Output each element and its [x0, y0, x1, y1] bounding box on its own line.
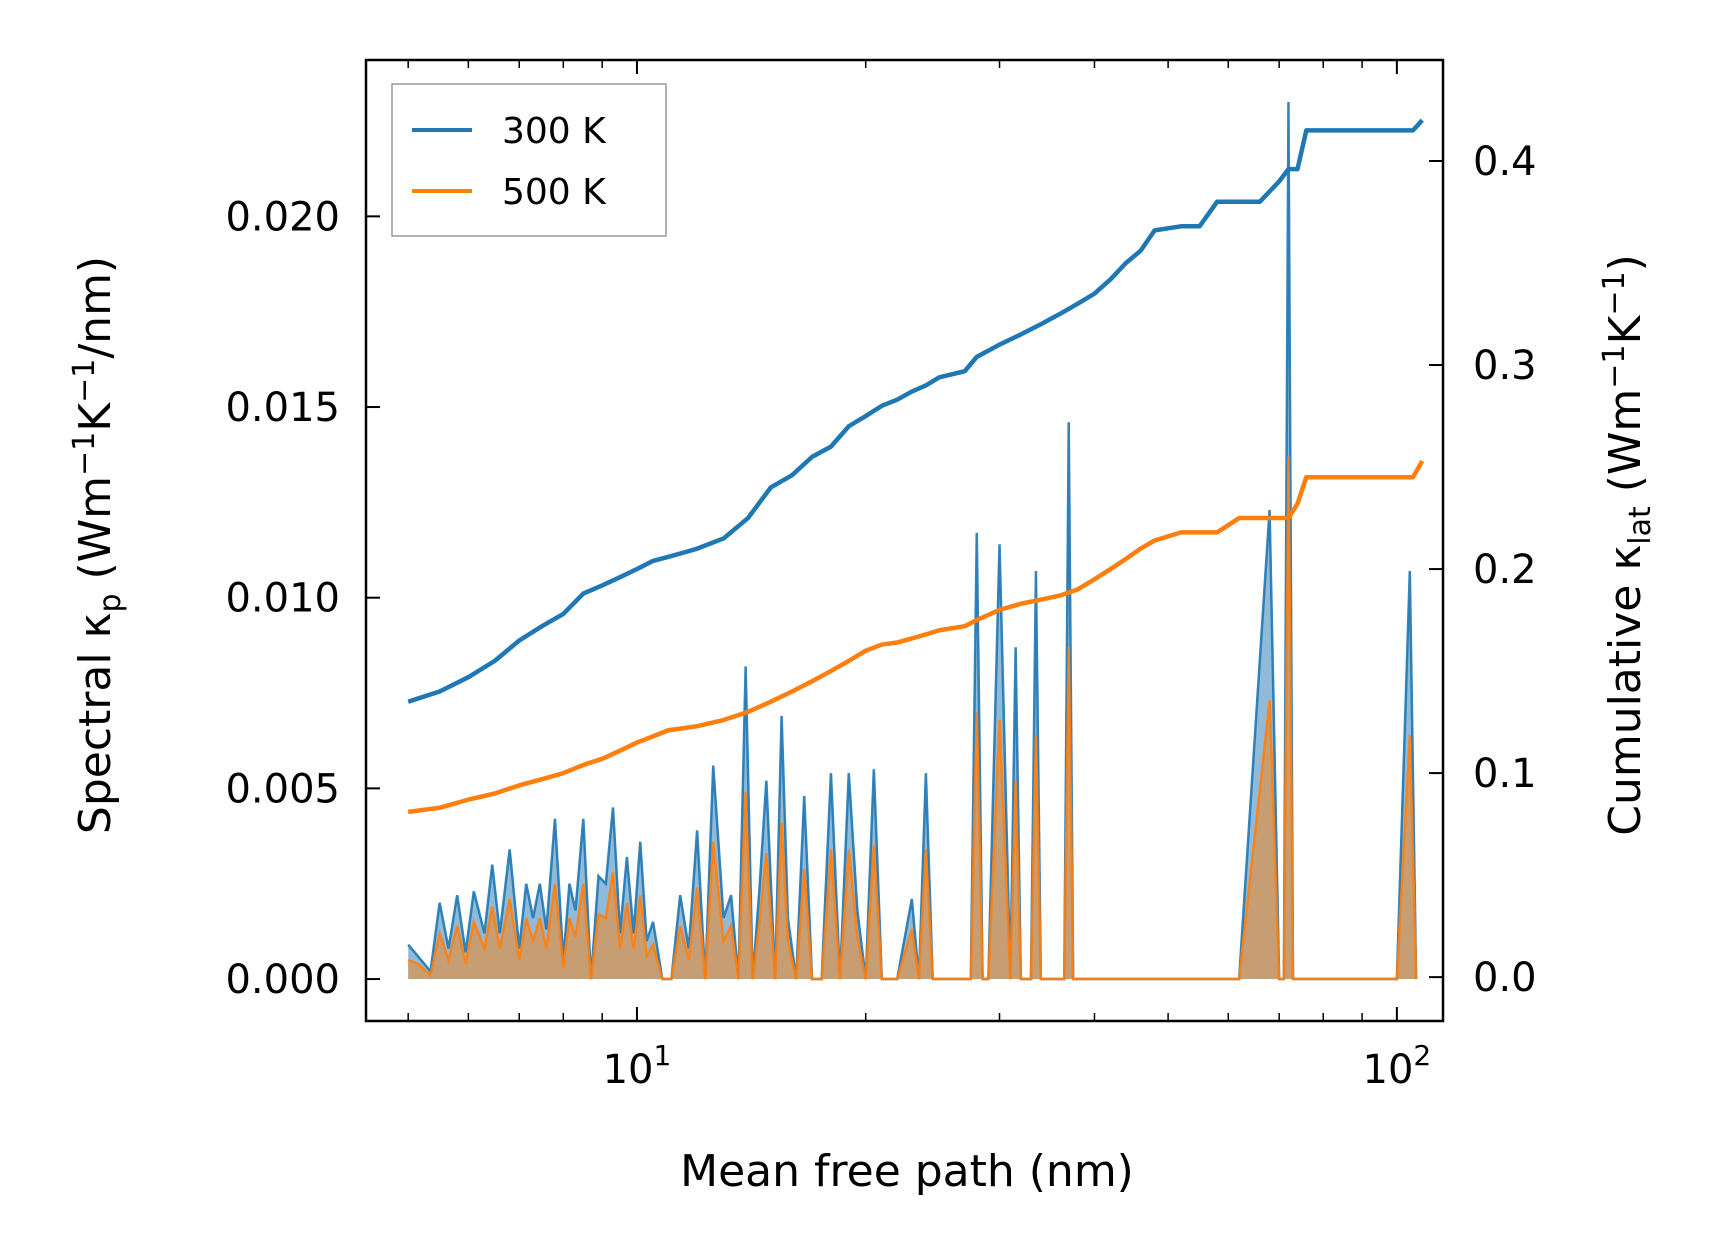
y-axis-label-right: Cumulative κlat (Wm−1K−1): [1597, 254, 1658, 836]
y-right-tick-label: 0.1: [1473, 751, 1537, 797]
cumulative-series-layer: [407, 118, 1425, 815]
plot-frame: [364, 58, 1445, 1023]
y-left-tick-label: 0.015: [225, 385, 340, 431]
y-axis-label-left: Spectral κp (Wm−1K−1/nm): [67, 256, 128, 834]
legend: 300 K 500 K: [391, 83, 667, 237]
y-left-tick-label: 0.020: [225, 194, 340, 240]
x-tick-label: 101: [603, 1039, 672, 1093]
legend-label-500k: 500 K: [502, 172, 607, 213]
legend-box: [391, 83, 667, 237]
y-right-tick-label: 0.0: [1473, 955, 1537, 1001]
x-tick-label: 102: [1363, 1039, 1432, 1093]
y-left-tick-label: 0.000: [225, 957, 340, 1003]
x-axis-label: Mean free path (nm): [680, 1146, 1134, 1197]
legend-label-300k: 300 K: [502, 111, 607, 152]
y-right-tick-label: 0.2: [1473, 547, 1537, 593]
y-right-tick-label: 0.3: [1473, 343, 1537, 389]
y-left-tick-label: 0.010: [225, 576, 340, 622]
y-right-tick-label: 0.4: [1473, 139, 1537, 185]
cumulative-line-500k: [407, 459, 1425, 815]
ticks-layer: 101 102 0.000 0.005 0.010 0.015 0.020 0.0 0.1 0.2…: [225, 60, 1537, 1093]
cumulative-line-300k: [407, 118, 1424, 704]
spectral-line-500k: [407, 456, 1418, 981]
y-left-tick-label: 0.005: [225, 766, 340, 812]
spectral-area-300k: [408, 101, 1417, 980]
spectral-area-500k: [408, 456, 1417, 980]
spectral-series-layer: [407, 101, 1418, 981]
